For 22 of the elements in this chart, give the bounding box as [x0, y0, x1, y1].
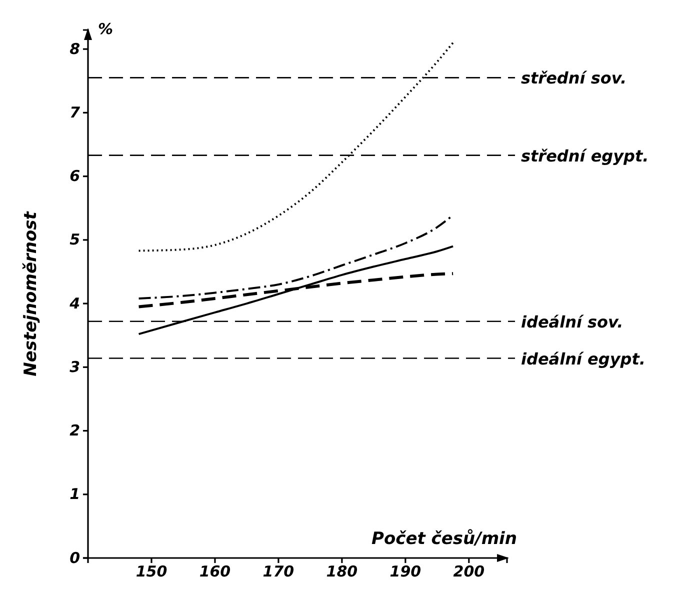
x-tick-label: 170 — [262, 562, 294, 581]
x-tick-label: 180 — [326, 562, 358, 581]
y-tick-label: 5 — [70, 230, 80, 249]
y-tick-label: 1 — [70, 485, 80, 504]
y-tick-label: 8 — [70, 40, 80, 58]
y-tick-label: 2 — [70, 422, 80, 440]
annotation: % — [98, 20, 114, 38]
x-tick-label: 150 — [136, 562, 168, 581]
y-tick-label: 0 — [70, 548, 80, 567]
y-tick-label: 4 — [68, 294, 80, 312]
x-tick-label: 200 — [453, 562, 485, 581]
ref-line-label: střední egypt. — [521, 146, 649, 166]
x-tick-label: 190 — [390, 562, 422, 581]
y-tick-label: 3 — [70, 358, 80, 376]
y-tick-label: 6 — [70, 167, 80, 186]
ref-line-label: střední sov. — [521, 68, 627, 88]
x-tick-label: 160 — [199, 562, 231, 581]
ref-line-label: ideální sov. — [521, 312, 624, 332]
x-axis-title: Počet česů/min — [372, 529, 517, 549]
y-axis-title: Nestejnoměrnost — [21, 210, 41, 376]
ref-line-label: ideální egypt. — [521, 349, 646, 368]
y-tick-label: 7 — [70, 104, 81, 122]
